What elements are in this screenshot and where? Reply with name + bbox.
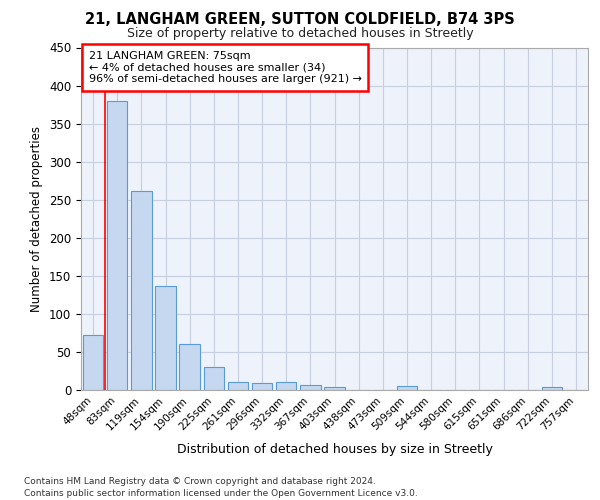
Text: 21 LANGHAM GREEN: 75sqm
← 4% of detached houses are smaller (34)
96% of semi-det: 21 LANGHAM GREEN: 75sqm ← 4% of detached… bbox=[89, 51, 362, 84]
Bar bbox=[203, 367, 224, 390]
Text: Size of property relative to detached houses in Streetly: Size of property relative to detached ho… bbox=[127, 28, 473, 40]
Bar bbox=[155, 286, 176, 390]
Bar bbox=[131, 190, 152, 390]
Text: Contains public sector information licensed under the Open Government Licence v3: Contains public sector information licen… bbox=[24, 489, 418, 498]
Bar bbox=[300, 386, 320, 390]
Y-axis label: Number of detached properties: Number of detached properties bbox=[31, 126, 43, 312]
Bar bbox=[542, 387, 562, 390]
Bar bbox=[107, 101, 127, 390]
Bar bbox=[252, 383, 272, 390]
X-axis label: Distribution of detached houses by size in Streetly: Distribution of detached houses by size … bbox=[176, 443, 493, 456]
Bar bbox=[83, 335, 103, 390]
Text: Contains HM Land Registry data © Crown copyright and database right 2024.: Contains HM Land Registry data © Crown c… bbox=[24, 478, 376, 486]
Bar bbox=[397, 386, 417, 390]
Bar bbox=[179, 344, 200, 390]
Bar bbox=[324, 387, 345, 390]
Bar bbox=[276, 382, 296, 390]
Text: 21, LANGHAM GREEN, SUTTON COLDFIELD, B74 3PS: 21, LANGHAM GREEN, SUTTON COLDFIELD, B74… bbox=[85, 12, 515, 28]
Bar bbox=[227, 382, 248, 390]
